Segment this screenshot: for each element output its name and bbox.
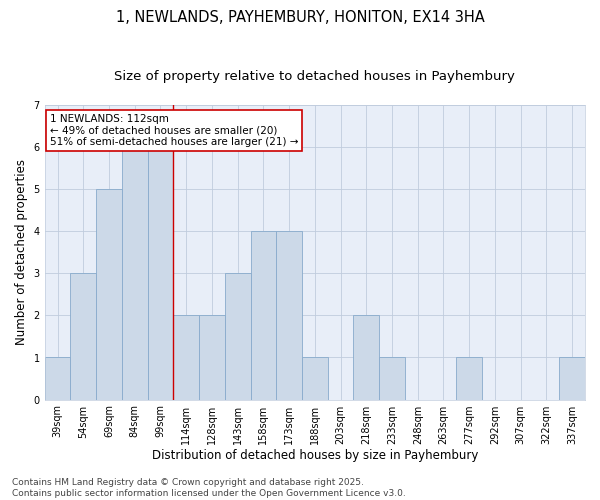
Bar xyxy=(122,147,148,400)
Bar xyxy=(148,147,173,400)
Bar xyxy=(251,231,276,400)
X-axis label: Distribution of detached houses by size in Payhembury: Distribution of detached houses by size … xyxy=(152,450,478,462)
Bar xyxy=(70,274,96,400)
Text: 1, NEWLANDS, PAYHEMBURY, HONITON, EX14 3HA: 1, NEWLANDS, PAYHEMBURY, HONITON, EX14 3… xyxy=(116,10,484,25)
Bar xyxy=(173,316,199,400)
Bar xyxy=(96,189,122,400)
Bar xyxy=(199,316,225,400)
Bar xyxy=(44,358,70,400)
Bar xyxy=(302,358,328,400)
Text: 1 NEWLANDS: 112sqm
← 49% of detached houses are smaller (20)
51% of semi-detache: 1 NEWLANDS: 112sqm ← 49% of detached hou… xyxy=(50,114,299,147)
Bar xyxy=(225,274,251,400)
Text: Contains HM Land Registry data © Crown copyright and database right 2025.
Contai: Contains HM Land Registry data © Crown c… xyxy=(12,478,406,498)
Title: Size of property relative to detached houses in Payhembury: Size of property relative to detached ho… xyxy=(115,70,515,83)
Bar xyxy=(353,316,379,400)
Bar xyxy=(276,231,302,400)
Y-axis label: Number of detached properties: Number of detached properties xyxy=(15,160,28,346)
Bar xyxy=(559,358,585,400)
Bar xyxy=(457,358,482,400)
Bar xyxy=(379,358,405,400)
